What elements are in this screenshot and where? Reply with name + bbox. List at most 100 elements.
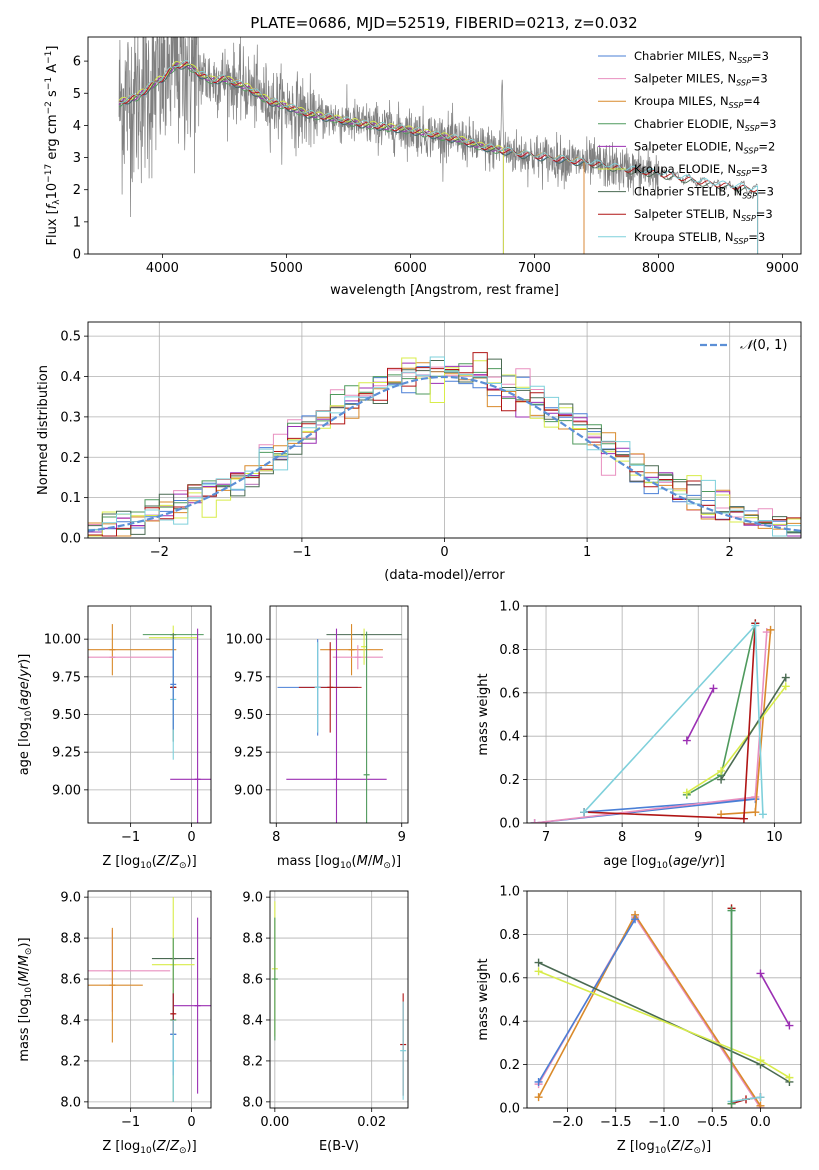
x-tick-label: 7 bbox=[542, 830, 550, 845]
y-tick-label: 5 bbox=[73, 87, 81, 102]
y-tick-label: 8.6 bbox=[242, 973, 263, 988]
legend-entry-label: Chabrier MILES, NSSP=3 bbox=[634, 49, 769, 65]
y-tick-label: 9.00 bbox=[234, 783, 263, 798]
spectrum-panel: 4000 5000 6000 7000 8000 9000 0 1 2 3 4 5 6 wavelengt… bbox=[44, 36, 802, 298]
legend-entry-label: Chabrier STELIB, NSSP=3 bbox=[634, 185, 774, 201]
model-line-chabrier-miles bbox=[118, 64, 585, 254]
histogram-step-kroupa-miles bbox=[88, 362, 801, 537]
errorbar-plot-area bbox=[88, 897, 211, 1102]
y-tick-label: 9.0 bbox=[242, 891, 263, 906]
x-axis-label: wavelength [Angstrom, rest frame] bbox=[330, 283, 559, 298]
axes-frame bbox=[87, 36, 802, 255]
y-tick-label: 1.0 bbox=[499, 600, 520, 615]
weight-series-salpeter-elodie bbox=[759, 973, 791, 1026]
weight-point-marker bbox=[717, 775, 726, 784]
y-tick-label: 0.2 bbox=[499, 1058, 520, 1073]
age-vs-metallicity-panel: −1 0 9.00 9.25 9.50 9.75 10.00 Z [log10(Z/Z⊙)] a… bbox=[17, 605, 212, 871]
y-tick-label: 9.50 bbox=[234, 708, 263, 723]
y-tick-label: 4 bbox=[73, 119, 81, 134]
weight-point-marker bbox=[709, 684, 718, 693]
weight-point-marker bbox=[631, 915, 640, 924]
model-line-kroupa-miles bbox=[118, 60, 585, 254]
y-tick-label: 10.00 bbox=[44, 633, 81, 648]
y-axis-label: mass [log10(M/M⊙)] bbox=[17, 937, 34, 1061]
model-line-salpeter-miles bbox=[118, 61, 585, 254]
model-line-chabrier-stelib bbox=[118, 64, 759, 254]
x-axis-label: Z [log10(Z/Z⊙)] bbox=[102, 854, 196, 871]
x-tick-label: −1 bbox=[121, 1115, 140, 1130]
y-axis-label: Normed distribution bbox=[36, 365, 51, 495]
axes-frame bbox=[526, 890, 802, 1109]
y-tick-label: 9.75 bbox=[52, 670, 81, 685]
y-tick-label: 0.0 bbox=[499, 1102, 520, 1117]
x-tick-label: −2.0 bbox=[552, 1115, 584, 1130]
residuals-plot-area bbox=[88, 352, 801, 537]
weight-point-marker bbox=[756, 969, 765, 978]
y-tick-label: 8.4 bbox=[60, 1013, 81, 1028]
y-tick-label: 8.2 bbox=[60, 1054, 81, 1069]
y-tick-label: 0.0 bbox=[499, 817, 520, 832]
x-tick-label: 9 bbox=[694, 830, 702, 845]
legend-entry-label: Chabrier ELODIE, NSSP=3 bbox=[634, 117, 776, 133]
y-tick-label: 3 bbox=[73, 151, 81, 166]
x-tick-label: −2 bbox=[150, 545, 169, 560]
y-tick-label: 0.6 bbox=[499, 971, 520, 986]
y-tick-label: 9.25 bbox=[52, 746, 81, 761]
age-vs-mass-panel: 8 9 9.00 9.25 9.50 9.75 10.00 mass [log10(M/M⊙)… bbox=[226, 605, 409, 871]
x-tick-label: 0.0 bbox=[750, 1115, 771, 1130]
y-tick-label: 0.4 bbox=[499, 730, 520, 745]
data-spectrum-tail bbox=[658, 166, 758, 197]
histogram-step-chabrier-stelib bbox=[88, 358, 801, 535]
weight-series-kroupa-stelib bbox=[583, 623, 764, 815]
y-axis-label: Flux [fλ10−17 erg cm−2 s−1 A−1] bbox=[44, 46, 62, 246]
x-tick-label: 8 bbox=[618, 830, 626, 845]
weight-point-marker bbox=[534, 1093, 543, 1102]
residuals-panel: −2 −1 0 1 2 0.0 0.1 0.2 0.3 0.4 0.5 (data-model)/er… bbox=[36, 321, 802, 583]
weight-series-kroupa-miles bbox=[537, 913, 762, 1107]
x-axis-label: Z [log10(Z/Z⊙)] bbox=[617, 1139, 711, 1156]
weight-point-marker bbox=[534, 967, 543, 976]
histogram-step-chabrier-miles bbox=[88, 366, 801, 537]
y-tick-label: 1 bbox=[73, 215, 81, 230]
x-tick-label: −1.0 bbox=[648, 1115, 680, 1130]
x-tick-label: −1 bbox=[121, 830, 140, 845]
mass-vs-metallicity-panel: −1 0 8.0 8.2 8.4 8.6 8.8 9.0 Z [log10(Z/Z⊙)] mass… bbox=[17, 890, 212, 1156]
y-tick-label: 0.1 bbox=[60, 491, 81, 506]
weight-point-marker bbox=[530, 819, 539, 823]
legend-entry-label: Salpeter STELIB, NSSP=3 bbox=[634, 207, 773, 223]
x-tick-label: 7000 bbox=[518, 261, 551, 276]
x-tick-label: 0 bbox=[440, 545, 448, 560]
x-tick-label: 9000 bbox=[766, 261, 799, 276]
weight-point-marker bbox=[781, 682, 790, 691]
histogram-step-salpeter-miles bbox=[88, 366, 801, 537]
legend-entry-label: Salpeter MILES, NSSP=3 bbox=[634, 72, 768, 88]
y-tick-label: 8.8 bbox=[242, 932, 263, 947]
weight-point-marker bbox=[717, 766, 726, 775]
x-tick-label: 10 bbox=[766, 830, 783, 845]
y-tick-label: 6 bbox=[73, 55, 81, 70]
x-axis-label: age [log10(age/yr)] bbox=[603, 854, 725, 871]
y-tick-label: 8.8 bbox=[60, 932, 81, 947]
x-tick-label: 0 bbox=[187, 830, 195, 845]
weight-point-marker bbox=[785, 1021, 794, 1030]
histogram-step-kroupa-stelib bbox=[88, 356, 801, 537]
y-axis-label: age [log10(age/yr)] bbox=[17, 654, 34, 776]
mass-vs-extinction-panel: 0.00 0.02 8.0 8.2 8.4 8.6 8.8 9.0 E(B-V) bbox=[242, 890, 409, 1154]
weight-plot-area bbox=[530, 619, 790, 823]
legend-entry-label: Salpeter ELODIE, NSSP=2 bbox=[634, 139, 775, 155]
x-tick-label: 9 bbox=[398, 830, 406, 845]
x-tick-label: 0.00 bbox=[260, 1115, 289, 1130]
y-tick-label: 0.2 bbox=[499, 773, 520, 788]
x-tick-label: 0.02 bbox=[357, 1115, 386, 1130]
weight-vs-age-panel: 7 8 9 10 0.0 0.2 0.4 0.6 0.8 1.0 age [log10(age/yr… bbox=[476, 600, 802, 871]
weight-point-marker bbox=[756, 1101, 765, 1108]
x-tick-label: −1 bbox=[292, 545, 311, 560]
weight-point-marker bbox=[534, 958, 543, 967]
y-tick-label: 1.0 bbox=[499, 885, 520, 900]
histogram-step-kroupa-elodie bbox=[88, 357, 801, 537]
weight-series-kroupa-stelib bbox=[730, 910, 761, 1103]
axes-frame bbox=[526, 605, 802, 824]
x-tick-label: −0.5 bbox=[696, 1115, 728, 1130]
weight-point-marker bbox=[756, 1093, 765, 1102]
y-tick-label: 0.8 bbox=[499, 928, 520, 943]
